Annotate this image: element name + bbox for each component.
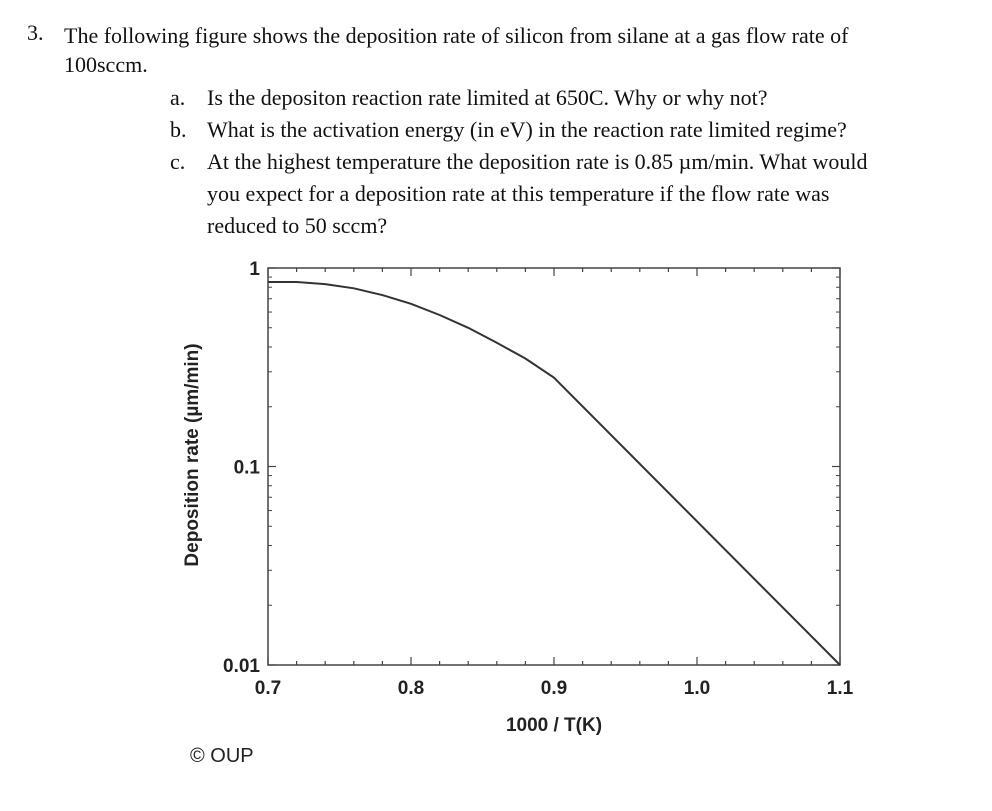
x-axis-label: 1000 / T(K) <box>506 715 602 736</box>
sub-question-text-line: At the highest temperature the depositio… <box>207 149 868 174</box>
question-stem: The following figure shows the depositio… <box>64 23 849 48</box>
major-ticks <box>267 267 841 666</box>
sub-question-text-line: you expect for a deposition rate at this… <box>207 181 830 206</box>
series-line <box>268 281 841 666</box>
x-tick-label: 1.1 <box>827 678 854 699</box>
sub-question-label: a. <box>170 85 186 110</box>
y-tick-label: 0.01 <box>223 656 260 677</box>
minor-ticks <box>268 268 840 665</box>
sub-question-text-line: reduced to 50 sccm? <box>207 213 388 238</box>
x-tick-label: 0.7 <box>255 678 281 699</box>
question-number: 3. <box>27 20 44 45</box>
sub-question-label: b. <box>170 117 187 142</box>
copyright-credit: © OUP <box>190 745 254 767</box>
sub-question-a: a. Is the depositon reaction rate limite… <box>0 82 992 114</box>
sub-question-b: b. What is the activation energy (in eV)… <box>0 114 992 146</box>
plot-frame <box>267 267 841 666</box>
y-axis-label: Deposition rate (µm/min) <box>182 343 203 566</box>
y-tick-label: 0.1 <box>234 458 261 479</box>
sub-question-label: c. <box>170 149 186 174</box>
question-stem-continued: 100sccm. <box>64 52 148 77</box>
x-tick-label: 0.9 <box>541 678 567 699</box>
x-tick-label: 0.8 <box>398 678 424 699</box>
tick-labels: 0.7 0.8 0.9 1.0 1.1 0.01 0.1 1 <box>223 259 854 699</box>
y-tick-label: 1 <box>249 259 260 280</box>
sub-question-text: Is the depositon reaction rate limited a… <box>207 85 768 110</box>
x-tick-label: 1.0 <box>684 678 710 699</box>
sub-question-text: What is the activation energy (in eV) in… <box>207 117 847 142</box>
sub-question-c: c. At the highest temperature the deposi… <box>0 146 992 242</box>
